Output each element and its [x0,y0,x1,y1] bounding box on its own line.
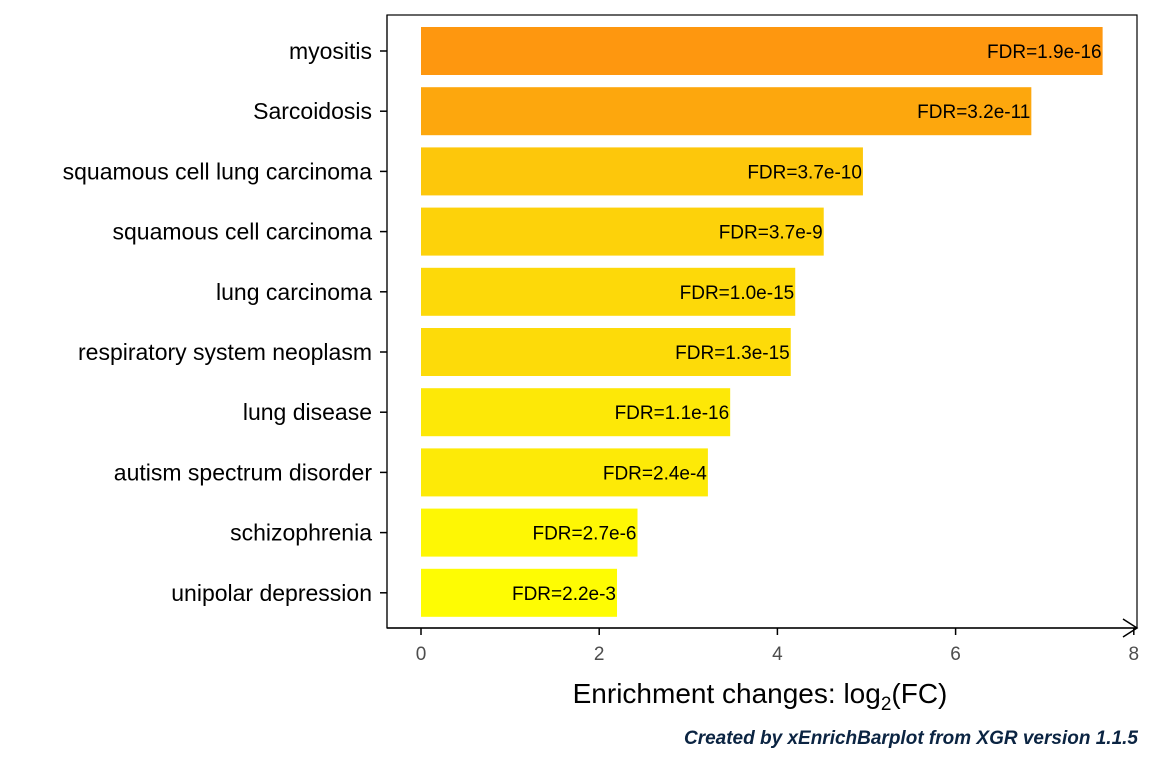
bar [421,448,708,497]
category-labels: myositis Sarcoidosis squamous cell lung ca… [63,38,387,606]
caption: Created by xEnrichBarplot from XGR versi… [683,728,1138,749]
category-label: squamous cell carcinoma [112,219,372,245]
category-label: respiratory system neoplasm [78,339,372,365]
x-axis-arrow [1122,618,1139,638]
bar [421,207,824,256]
bar [421,388,731,437]
x-axis: 0 2 4 6 8 [386,15,1140,665]
category-label: lung disease [243,399,372,425]
bar-fdr-label: FDR=3.7e-10 [747,162,862,183]
bar-fdr-label: FDR=3.2e-11 [917,102,1030,123]
bar [421,87,1032,136]
bar-fdr-label: FDR=1.0e-15 [680,283,795,304]
bar [421,568,618,617]
bar [421,267,796,316]
category-label: autism spectrum disorder [114,459,373,485]
x-tick-label: 8 [1129,644,1140,665]
bar-fdr-label: FDR=2.4e-4 [603,463,707,484]
bar [421,328,791,376]
category-label: unipolar depression [171,580,372,606]
x-tick-label: 0 [416,644,427,665]
bar [421,508,638,557]
bar [421,147,863,196]
bar-fdr-label: FDR=1.1e-16 [615,403,730,424]
category-label: myositis [289,38,372,64]
x-tick-label: 6 [950,644,961,665]
x-tick-label: 2 [594,644,605,665]
category-label: schizophrenia [230,520,372,546]
x-tick-label: 4 [772,644,783,665]
bar-fdr-label: FDR=1.3e-15 [675,343,790,364]
bars-group: FDR=1.9e-16 FDR=3.2e-11 FDR=3.7e-10 FDR=3.7… [421,27,1103,617]
category-label: squamous cell lung carcinoma [63,158,373,184]
bar-fdr-label: FDR=2.2e-3 [512,584,616,605]
bar-fdr-label: FDR=2.7e-6 [532,524,636,545]
category-label: lung carcinoma [216,279,372,305]
bar-fdr-label: FDR=1.9e-16 [987,42,1102,63]
bar [421,27,1103,75]
category-label: Sarcoidosis [253,98,372,124]
bar-fdr-label: FDR=3.7e-9 [719,223,823,244]
x-axis-title: Enrichment changes: log2(FC) [573,678,948,715]
